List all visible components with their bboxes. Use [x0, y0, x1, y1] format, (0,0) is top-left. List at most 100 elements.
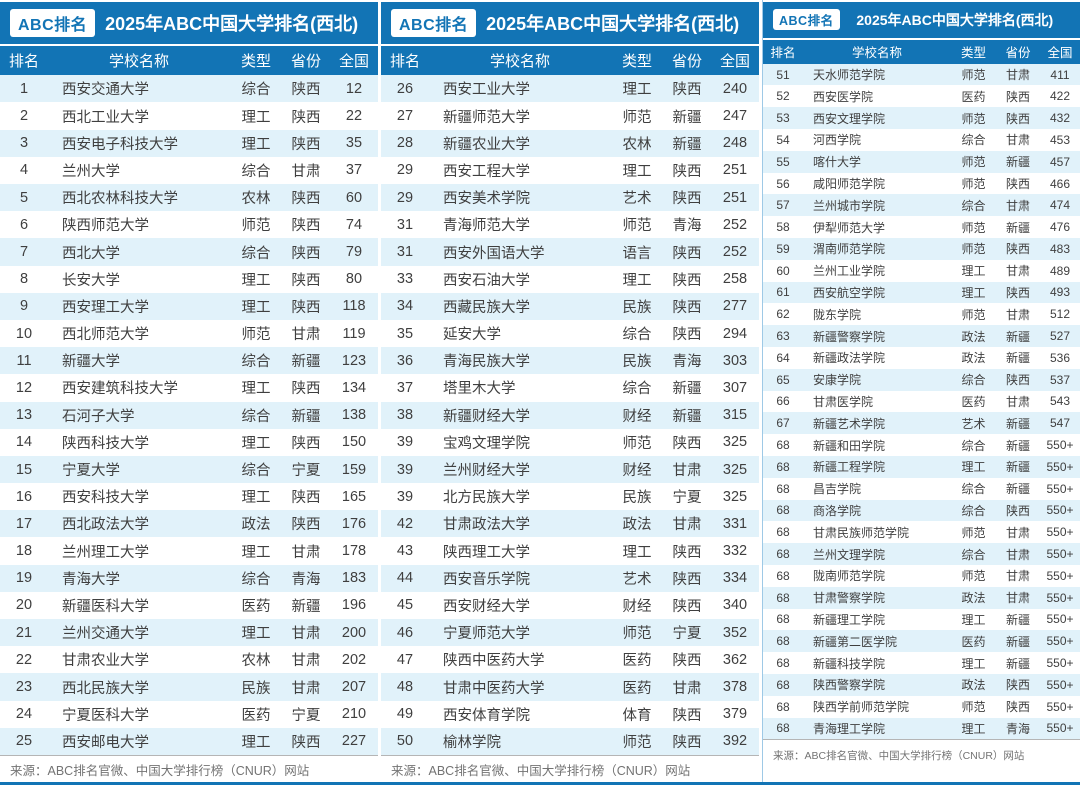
type-cell: 理工: [622, 544, 652, 561]
table-row: 68 新疆和田学院 综合 新疆 550+: [763, 434, 1080, 456]
type-cell: 综合: [241, 163, 271, 180]
school-cell: 宝鸡文理学院: [443, 435, 530, 452]
table-row: 45 西安财经大学 财经 陕西 340: [381, 592, 759, 619]
national-rank-cell: 150: [341, 434, 367, 451]
national-rank-cell: 123: [341, 352, 367, 369]
panel-gap: [378, 0, 381, 782]
rank-cell: 23: [15, 679, 33, 696]
table-row: 44 西安音乐学院 艺术 陕西 334: [381, 564, 759, 592]
school-cell: 西安工程大学: [443, 163, 530, 180]
rank-cell: 39: [396, 488, 414, 505]
rank-cell: 39: [396, 434, 414, 451]
national-rank-cell: 550+: [1046, 438, 1074, 453]
table-row: 11 新疆大学 综合 新疆 123: [0, 347, 378, 375]
province-cell: 青海: [672, 354, 702, 371]
ranking-table: 排名 学校名称 类型 省份 全国 1 西安交通大学 综合 陕西 12 2 西北工业大学 理工陕…: [0, 46, 378, 755]
national-rank-cell: 315: [722, 407, 748, 424]
province-cell: 陕西: [291, 517, 321, 534]
type-cell: 政法: [961, 591, 986, 606]
type-cell: 综合: [241, 245, 271, 262]
table-row: 3 西安电子科技大学 理工 陕西 35: [0, 129, 378, 157]
school-cell: 新疆师范大学: [443, 109, 530, 126]
type-cell: 艺术: [622, 191, 652, 208]
type-cell: 农林: [241, 653, 271, 670]
type-cell: 师范: [622, 626, 652, 643]
type-cell: 师范: [622, 734, 652, 751]
province-cell: 陕西: [291, 435, 321, 452]
province-cell: 新疆: [1005, 329, 1030, 344]
national-rank-cell: 210: [341, 706, 367, 723]
school-cell: 天水师范学院: [813, 68, 886, 83]
national-rank-cell: 200: [341, 624, 367, 641]
type-cell: 财经: [622, 408, 652, 425]
type-cell: 综合: [961, 503, 986, 518]
panel-gap: [759, 0, 762, 782]
province-cell: 新疆: [291, 354, 321, 371]
column-header-school: 学校名称: [48, 46, 230, 76]
rank-cell: 17: [15, 515, 33, 532]
table-row: 68 商洛学院 综合 陕西 550+: [763, 499, 1080, 522]
rank-cell: 7: [19, 244, 29, 261]
school-cell: 石河子大学: [62, 408, 135, 425]
rank-cell: 60: [776, 263, 790, 278]
national-rank-cell: 176: [341, 515, 367, 532]
rank-cell: 50: [396, 733, 414, 750]
national-rank-cell: 362: [722, 651, 748, 668]
table-row: 51 天水师范学院 师范 甘肃 411: [763, 63, 1080, 86]
school-cell: 西安石油大学: [443, 272, 530, 289]
table-header-row: 排名 学校名称 类型 省份 全国: [763, 39, 1080, 64]
school-cell: 陇南师范学院: [813, 569, 886, 584]
national-rank-cell: 80: [345, 271, 363, 288]
school-cell: 陕西理工大学: [443, 544, 530, 561]
source-note: 来源：ABC排名官微、中国大学排行榜（CNUR）网站: [381, 755, 759, 782]
column-header-province: 省份: [663, 46, 711, 76]
national-rank-cell: 165: [341, 488, 367, 505]
province-cell: 陕西: [672, 734, 702, 751]
school-cell: 新疆警察学院: [813, 329, 886, 344]
table-row: 31 青海师范大学 师范 青海 252: [381, 211, 759, 238]
national-rank-cell: 411: [1050, 67, 1070, 82]
rank-cell: 27: [396, 108, 414, 125]
rank-cell: 26: [396, 80, 414, 97]
type-cell: 理工: [241, 544, 271, 561]
national-rank-cell: 60: [345, 189, 363, 206]
school-cell: 西安理工大学: [62, 299, 149, 316]
school-cell: 西北农林科技大学: [62, 191, 178, 208]
province-cell: 陕西: [291, 299, 321, 316]
rank-cell: 68: [776, 481, 790, 496]
type-cell: 理工: [241, 109, 271, 126]
school-cell: 西北师范大学: [62, 327, 149, 344]
school-cell: 榆林学院: [443, 734, 501, 751]
table-row: 26 西安工业大学 理工 陕西 240: [381, 75, 759, 103]
province-cell: 陕西: [1005, 678, 1030, 693]
rank-cell: 47: [396, 651, 414, 668]
table-row: 54 河西学院 综合 甘肃 453: [763, 129, 1080, 151]
table-row: 68 陕西学前师范学院 师范 陕西 550+: [763, 696, 1080, 718]
national-rank-cell: 332: [722, 543, 748, 560]
school-cell: 西安文理学院: [813, 111, 886, 126]
province-cell: 陕西: [291, 734, 321, 751]
type-cell: 师范: [961, 525, 986, 540]
table-row: 68 青海理工学院 理工 青海 550+: [763, 717, 1080, 740]
table-row: 9 西安理工大学 理工 陕西 118: [0, 292, 378, 320]
abc-ranking-logo: ABC排名: [391, 9, 477, 38]
rank-cell: 15: [15, 461, 33, 478]
table-row: 68 新疆工程学院 理工 新疆 550+: [763, 455, 1080, 478]
type-cell: 综合: [961, 482, 986, 497]
type-cell: 师范: [622, 435, 652, 452]
school-cell: 陕西师范大学: [62, 218, 149, 235]
type-cell: 语言: [622, 245, 652, 262]
type-cell: 民族: [622, 490, 652, 507]
school-cell: 兰州理工大学: [62, 544, 149, 561]
school-cell: 西安邮电大学: [62, 734, 149, 751]
type-cell: 政法: [961, 351, 986, 366]
province-cell: 甘肃: [1005, 264, 1030, 279]
column-header-rank: 排名: [381, 46, 429, 76]
type-cell: 理工: [622, 82, 652, 99]
school-cell: 咸阳师范学院: [813, 177, 886, 191]
ranking-table: 排名 学校名称 类型 省份 全国 51 天水师范学院 师范 甘肃 411 52 西安医学院医…: [763, 39, 1080, 740]
national-rank-cell: 258: [722, 271, 748, 288]
table-row: 22 甘肃农业大学 农林 甘肃 202: [0, 646, 378, 673]
school-cell: 渭南师范学院: [813, 242, 886, 257]
